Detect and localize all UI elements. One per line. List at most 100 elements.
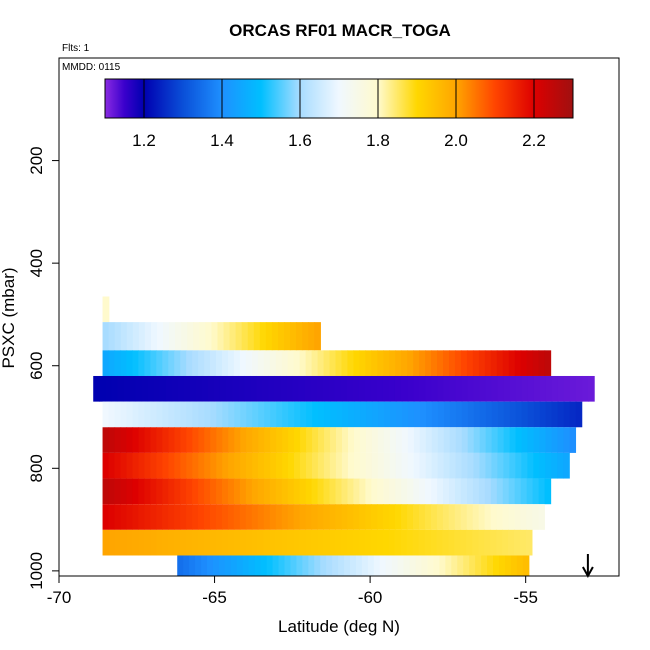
heatmap-cell — [496, 504, 504, 530]
heatmap-cell — [230, 555, 238, 576]
heatmap-cell — [430, 504, 438, 530]
heatmap-cell — [314, 555, 321, 576]
heatmap-cell — [102, 296, 110, 323]
heatmap-cell — [284, 322, 291, 351]
heatmap-cell — [162, 427, 170, 453]
heatmap-cell — [288, 427, 295, 453]
heatmap-cell — [385, 555, 393, 576]
heatmap-cell — [224, 555, 232, 576]
heatmap-cell — [443, 452, 451, 479]
heatmap-cell — [493, 555, 500, 576]
heatmap-cell — [150, 504, 157, 530]
heatmap-cell — [350, 555, 357, 576]
heatmap-cell — [282, 452, 289, 479]
heatmap-cell — [192, 529, 199, 556]
heatmap-cell — [557, 452, 564, 479]
heatmap-cell — [126, 504, 134, 530]
heatmap-cell — [563, 452, 570, 479]
heatmap-cell — [455, 427, 463, 453]
heatmap-cell — [144, 322, 152, 351]
heatmap-cell — [269, 350, 277, 376]
heatmap-cell — [449, 452, 457, 479]
heatmap-cell — [395, 350, 402, 376]
heatmap-cell — [407, 375, 414, 402]
heatmap-cell — [180, 452, 187, 479]
heatmap-cell — [245, 529, 253, 556]
heatmap-cell — [227, 529, 235, 556]
heatmap-cell — [383, 504, 390, 530]
heatmap-cell — [367, 555, 375, 576]
heatmap-cell — [347, 478, 355, 505]
heatmap-cell — [425, 452, 433, 479]
heatmap-cell — [272, 555, 280, 576]
heatmap-cell — [174, 478, 181, 505]
heatmap-cell — [296, 322, 303, 351]
heatmap-cell — [144, 452, 152, 479]
heatmap-cell — [431, 427, 439, 453]
heatmap-band — [93, 375, 595, 402]
heatmap-cell — [359, 478, 366, 505]
heatmap-cell — [258, 401, 265, 428]
heatmap-cell — [168, 529, 175, 556]
heatmap-cell — [120, 350, 128, 376]
heatmap-cell — [379, 555, 387, 576]
heatmap-cell — [328, 375, 336, 402]
heatmap-cell — [120, 504, 128, 530]
heatmap-cell — [527, 452, 534, 479]
heatmap-cell — [246, 401, 253, 428]
heatmap-cell — [132, 504, 139, 530]
heatmap-cell — [138, 504, 145, 530]
heatmap-cell — [168, 427, 175, 453]
heatmap-cell — [228, 401, 235, 428]
heatmap-cell — [502, 504, 510, 530]
heatmap-cell — [329, 350, 337, 376]
y-tick-label: 800 — [27, 454, 46, 482]
heatmap-cell — [485, 427, 493, 453]
heatmap-cell — [280, 375, 287, 402]
heatmap-cell — [418, 529, 426, 556]
heatmap-cell — [532, 504, 539, 530]
heatmap-cell — [102, 427, 110, 453]
heatmap-cell — [340, 375, 348, 402]
heatmap-cell — [195, 555, 202, 576]
heatmap-cell — [479, 401, 487, 428]
heatmap-cell — [481, 555, 488, 576]
heatmap-cell — [251, 529, 259, 556]
heatmap-cell — [311, 529, 318, 556]
heatmap-cell — [252, 427, 259, 453]
y-tick-label: 600 — [27, 352, 46, 380]
heatmap-cell — [467, 452, 475, 479]
heatmap-cell — [466, 504, 474, 530]
heatmap-cell — [509, 452, 516, 479]
heatmap-cell — [388, 529, 396, 556]
heatmap-cell — [370, 375, 378, 402]
heatmap-cell — [449, 478, 456, 505]
heatmap-cell — [257, 478, 265, 505]
heatmap-cell — [126, 452, 134, 479]
heatmap-cell — [286, 375, 293, 402]
heatmap-cell — [508, 350, 516, 376]
heatmap-cell — [292, 375, 300, 402]
heatmap-cell — [276, 427, 283, 453]
heatmap-cell — [364, 529, 372, 556]
heatmap-cell — [371, 452, 379, 479]
heatmap-cell — [514, 504, 522, 530]
heatmap-cell — [485, 401, 493, 428]
heatmap-cell — [497, 427, 505, 453]
heatmap-cell — [539, 427, 547, 453]
heatmap-band — [102, 529, 533, 556]
heatmap-cell — [454, 529, 461, 556]
heatmap-cell — [132, 401, 140, 428]
heatmap-cell — [515, 375, 523, 402]
heatmap-cell — [162, 529, 169, 556]
heatmap-cell — [496, 478, 504, 505]
heatmap-cell — [318, 427, 325, 453]
colorbar-tick-label: 1.2 — [132, 131, 156, 150]
heatmap-cell — [257, 504, 265, 530]
heatmap-cell — [259, 322, 267, 351]
heatmap-cell — [323, 452, 331, 479]
heatmap-cell — [162, 350, 169, 376]
heatmap-cell — [156, 504, 163, 530]
heatmap-cell — [401, 427, 409, 453]
heatmap-cell — [265, 322, 273, 351]
